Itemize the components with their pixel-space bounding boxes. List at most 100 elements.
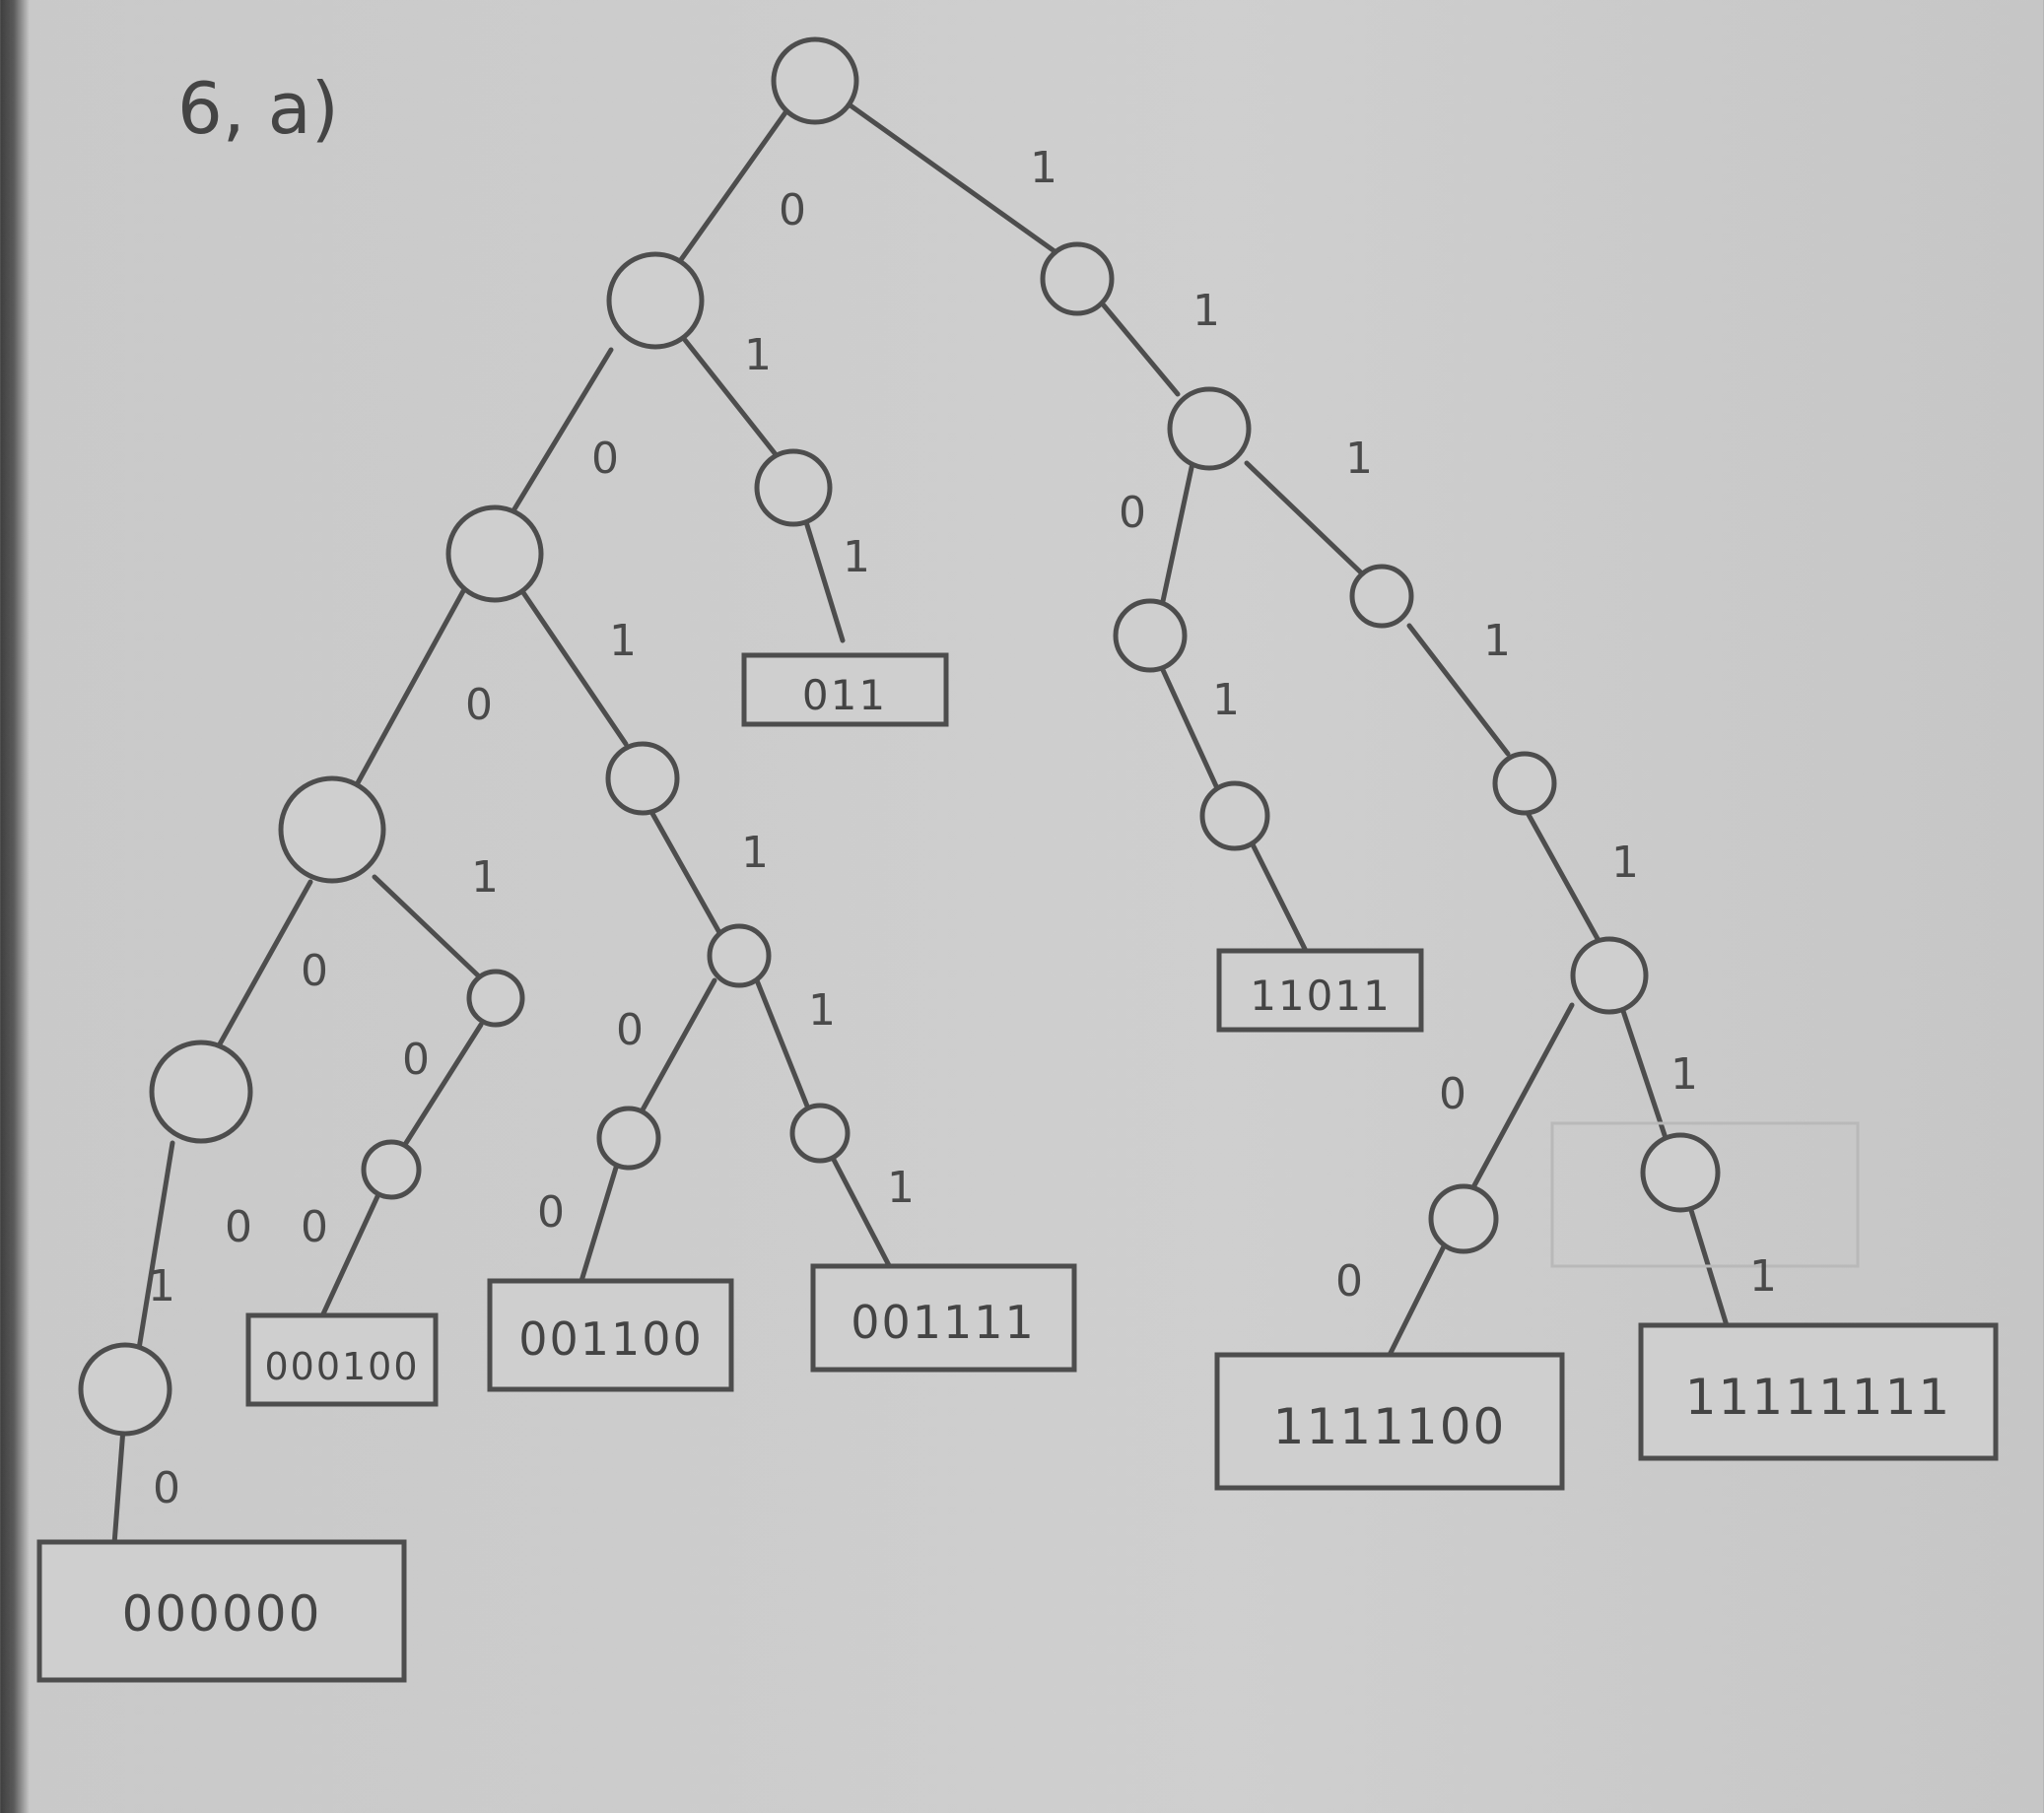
edge-labels: 0 1 0 1 0 1 0 1 1 0 1 0 1 0 0 0 0 1 0 1 … [148,143,1777,1513]
edge-E-H [372,874,481,978]
tree-node-T [1428,1183,1499,1254]
edge-I-leaf-000000 [110,1426,126,1560]
leaves: 000000 000100 001100 001111 011 11011 11… [36,652,1999,1683]
edge-J-leaf-000100 [317,1189,382,1323]
tree-node-O [1113,598,1188,673]
leaf-label-11111111: 11111111 [1685,1369,1952,1426]
tree-node-G [149,1040,253,1144]
edge-B-N [1101,302,1181,397]
leaf-box-11111111 [1638,1322,1999,1461]
tree-node-P [1349,564,1414,629]
edge-label: 0 [1335,1256,1363,1307]
tree-node-A [606,251,705,350]
edge-C-F [519,588,629,747]
leaf-label-000000: 000000 [122,1585,322,1643]
edge-S-U [1618,1002,1669,1141]
leaf-label-001111: 001111 [851,1296,1036,1349]
edge-label: 0 [1439,1069,1466,1119]
edge-U-leaf-11111111 [1687,1204,1733,1338]
edge-label: 1 [148,1261,175,1311]
tree-node-L [596,1106,661,1171]
edge-label: 0 [616,1005,644,1055]
edge-label: 0 [225,1202,252,1252]
leaf-box-001111 [810,1263,1077,1373]
diagram-title: 6, a) [177,67,339,150]
edge-root-A [677,105,791,264]
tree-node-H [466,969,525,1028]
tree-node-U [1640,1132,1721,1213]
tree-node-K [707,923,772,988]
edge-label: 1 [808,985,836,1036]
leaf-box-001100 [487,1278,734,1392]
edge-K-L [638,977,717,1116]
tree-node-D [754,448,833,527]
edge-H-J [403,1022,484,1146]
edge-label: 0 [153,1463,180,1513]
leaf-box-011 [741,652,949,727]
edge-label: 1 [843,532,870,582]
tree-node-N [1167,386,1252,471]
edge-label: 1 [1345,434,1373,484]
edge-label: 1 [1483,616,1511,666]
tree-node-M [789,1103,851,1164]
edge-G-I [135,1140,175,1358]
leaf-label-000100: 000100 [264,1345,419,1388]
edge-label: 1 [609,616,637,666]
nodes [78,36,1721,1437]
edge-A-D [682,337,782,461]
edge-N-O [1160,460,1195,604]
edge-R-S [1525,810,1604,949]
leaf-box-000100 [245,1312,439,1407]
edge-M-leaf-001111 [830,1155,895,1274]
tree-node-F [605,741,680,816]
edge-N-P [1244,460,1368,579]
edge-label: 1 [1212,675,1240,725]
tree-node-J [361,1139,422,1200]
edge-C-E [352,588,466,791]
edge-K-M [754,977,811,1111]
edge-A-C [510,347,614,515]
edge-label: 1 [1749,1251,1777,1302]
edge-label: 0 [465,680,493,730]
edge-label: 1 [1611,838,1639,888]
tree-node-E [278,775,386,884]
edge-label: 0 [402,1035,430,1085]
leaf-label-1111100: 1111100 [1273,1398,1507,1455]
leaf-label-11011: 11011 [1250,972,1392,1020]
edge-O-Q [1160,667,1220,791]
edge-label: 1 [471,852,499,903]
leaf-label-001100: 001100 [518,1312,704,1366]
edge-label: 1 [744,330,772,380]
edge-D-leaf-011 [800,509,846,643]
edge-L-leaf-001100 [579,1165,619,1284]
leaf-box-11011 [1216,948,1424,1033]
edge-P-R [1406,623,1511,757]
tree-node-B [1040,241,1115,316]
edge-label: 1 [1192,286,1220,336]
edge-S-T [1470,1002,1575,1190]
edge-E-G [214,879,313,1052]
edge-label: 0 [301,1202,328,1252]
leaf-box-000000 [36,1539,407,1683]
edge-root-B [845,101,1057,254]
edge-Q-leaf-11011 [1249,839,1309,954]
edge-label: 1 [741,828,769,878]
edge-label: 0 [1119,488,1146,538]
tree-node-root [771,36,859,125]
leaf-box-1111100 [1214,1352,1565,1491]
erased-box [1550,1121,1860,1268]
tree-node-C [445,504,544,603]
edge-label: 0 [779,185,806,235]
tree-node-Q [1199,780,1270,851]
edge-label: 0 [591,434,619,484]
edge-label: 1 [1030,143,1057,193]
edge-label: 1 [1670,1049,1698,1100]
tree-node-R [1492,751,1557,816]
edge-F-K [647,807,724,939]
edge-label: 0 [537,1187,565,1238]
edge-T-leaf-1111100 [1382,1243,1447,1368]
tree-node-S [1570,936,1649,1015]
edges [110,101,1733,1560]
